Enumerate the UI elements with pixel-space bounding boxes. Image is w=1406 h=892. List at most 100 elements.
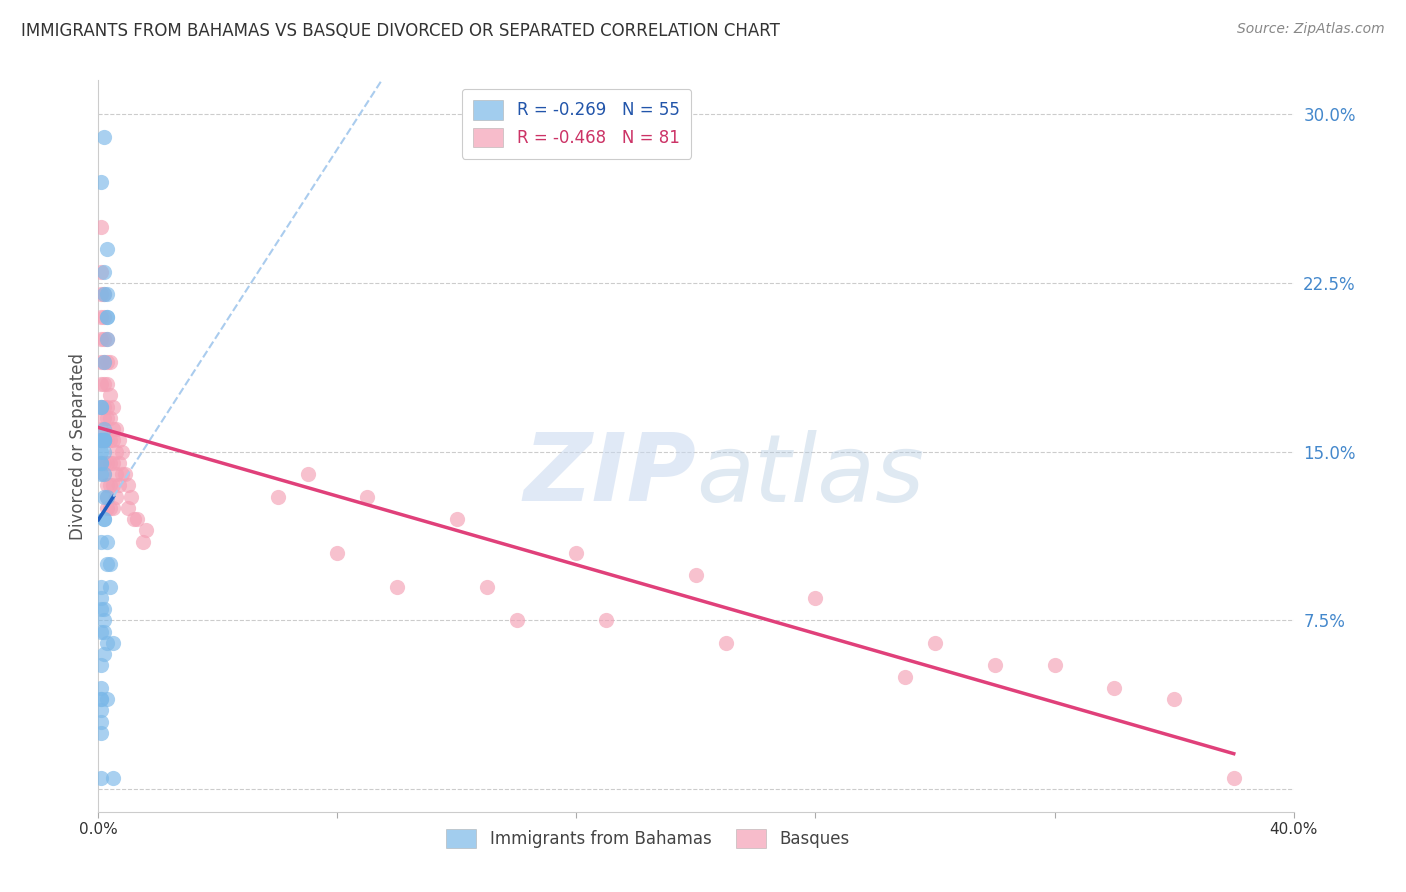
Point xyxy=(90,703,112,717)
Point xyxy=(93,624,115,639)
Legend: Immigrants from Bahamas, Basques: Immigrants from Bahamas, Basques xyxy=(440,822,856,855)
Point xyxy=(96,478,118,492)
Point xyxy=(103,456,125,470)
Point xyxy=(685,568,707,582)
Point xyxy=(714,636,737,650)
Point xyxy=(90,400,112,414)
Point xyxy=(90,444,112,458)
Point xyxy=(267,490,290,504)
Point xyxy=(93,287,115,301)
Point xyxy=(1163,692,1185,706)
Point xyxy=(93,354,115,368)
Point xyxy=(475,580,498,594)
Point xyxy=(96,534,118,549)
Point xyxy=(90,681,112,695)
Point xyxy=(103,771,125,785)
Point xyxy=(90,624,112,639)
Point xyxy=(96,310,118,324)
Point xyxy=(90,726,112,740)
Text: ZIP: ZIP xyxy=(523,429,696,521)
Point xyxy=(96,242,118,256)
Point xyxy=(93,422,115,436)
Point xyxy=(96,377,118,392)
Point xyxy=(96,400,118,414)
Point xyxy=(105,422,128,436)
Point xyxy=(98,580,122,594)
Point xyxy=(135,524,157,538)
Point xyxy=(93,434,115,448)
Point xyxy=(96,636,118,650)
Point xyxy=(103,636,125,650)
Point xyxy=(93,434,115,448)
Point xyxy=(103,400,125,414)
Point xyxy=(96,332,118,346)
Point xyxy=(93,512,115,526)
Point xyxy=(96,490,118,504)
Point xyxy=(93,467,115,482)
Point xyxy=(108,478,131,492)
Point xyxy=(93,400,115,414)
Point xyxy=(90,434,112,448)
Point xyxy=(93,602,115,616)
Point xyxy=(93,129,115,144)
Point xyxy=(105,490,128,504)
Point xyxy=(446,512,468,526)
Point xyxy=(98,434,122,448)
Point xyxy=(98,557,122,571)
Point xyxy=(93,310,115,324)
Point xyxy=(98,388,122,402)
Point xyxy=(90,591,112,605)
Point xyxy=(90,580,112,594)
Point xyxy=(90,354,112,368)
Point xyxy=(894,670,917,684)
Point xyxy=(90,434,112,448)
Point xyxy=(90,467,112,482)
Point xyxy=(93,332,115,346)
Point xyxy=(93,264,115,278)
Point xyxy=(1043,658,1066,673)
Point xyxy=(1104,681,1126,695)
Point xyxy=(93,647,115,661)
Point xyxy=(108,456,131,470)
Point xyxy=(96,490,118,504)
Point xyxy=(297,467,319,482)
Point xyxy=(93,434,115,448)
Point xyxy=(124,512,146,526)
Point xyxy=(93,456,115,470)
Point xyxy=(96,456,118,470)
Point xyxy=(90,264,112,278)
Point xyxy=(93,410,115,425)
Point xyxy=(93,490,115,504)
Point xyxy=(90,692,112,706)
Text: atlas: atlas xyxy=(696,430,924,521)
Point xyxy=(90,602,112,616)
Point xyxy=(984,658,1007,673)
Point xyxy=(93,467,115,482)
Point xyxy=(90,692,112,706)
Point xyxy=(93,287,115,301)
Point xyxy=(90,434,112,448)
Point xyxy=(90,771,112,785)
Point xyxy=(98,500,122,515)
Point xyxy=(506,614,529,628)
Point xyxy=(96,692,118,706)
Point xyxy=(96,310,118,324)
Point xyxy=(90,422,112,436)
Text: Source: ZipAtlas.com: Source: ZipAtlas.com xyxy=(1237,22,1385,37)
Point xyxy=(96,354,118,368)
Point xyxy=(93,444,115,458)
Point xyxy=(96,434,118,448)
Point xyxy=(90,456,112,470)
Point xyxy=(117,500,139,515)
Point xyxy=(117,478,139,492)
Point xyxy=(924,636,946,650)
Point xyxy=(385,580,409,594)
Point xyxy=(98,410,122,425)
Point xyxy=(111,467,134,482)
Point xyxy=(565,546,588,560)
Point xyxy=(93,434,115,448)
Point xyxy=(90,400,112,414)
Point xyxy=(93,377,115,392)
Point xyxy=(98,456,122,470)
Point xyxy=(132,534,155,549)
